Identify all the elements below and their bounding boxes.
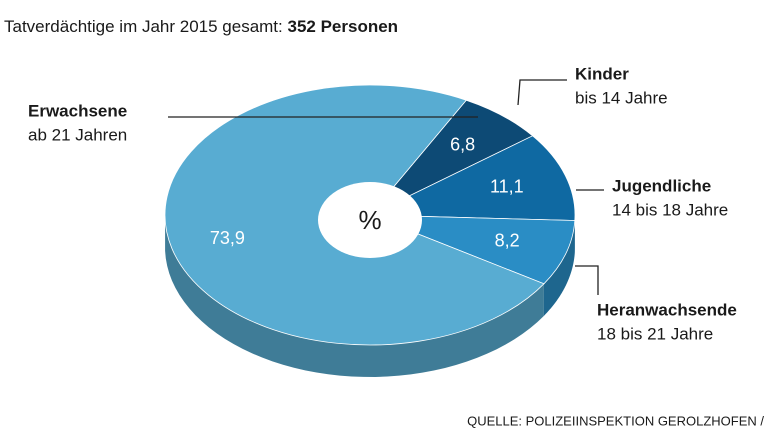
value-label: 11,1 [490, 176, 524, 196]
pie-side [165, 218, 544, 377]
value-label: 8,2 [495, 231, 520, 251]
category-sublabel: 14 bis 18 Jahre [612, 200, 728, 219]
pie-side [543, 220, 575, 316]
chart-subtitle: Tatverdächtige im Jahr 2015 gesamt: 352 … [4, 17, 398, 36]
leader-line [575, 265, 599, 295]
category-label: Heranwachsende [597, 300, 737, 319]
category-sublabel: 18 bis 21 Jahre [597, 324, 713, 343]
category-label: Kinder [575, 64, 629, 83]
category-sublabel: bis 14 Jahre [575, 88, 668, 107]
source: QUELLE: POLIZEIINSPEKTION GEROLZHOFEN / [467, 413, 764, 428]
pie-slice [369, 135, 576, 221]
value-label: 73,9 [210, 228, 245, 248]
value-label: 6,8 [450, 134, 475, 154]
subtitle-text: Tatverdächtige im Jahr 2015 gesamt: [4, 17, 283, 36]
category-label: Erwachsene [28, 101, 127, 120]
leader-line [517, 79, 567, 106]
subtitle-bold: 352 Personen [288, 17, 399, 36]
center-hole [318, 182, 422, 258]
pie-slice [369, 214, 576, 285]
center-label: % [358, 205, 381, 235]
category-sublabel: ab 21 Jahren [28, 125, 127, 144]
category-label: Jugendliche [612, 176, 711, 195]
